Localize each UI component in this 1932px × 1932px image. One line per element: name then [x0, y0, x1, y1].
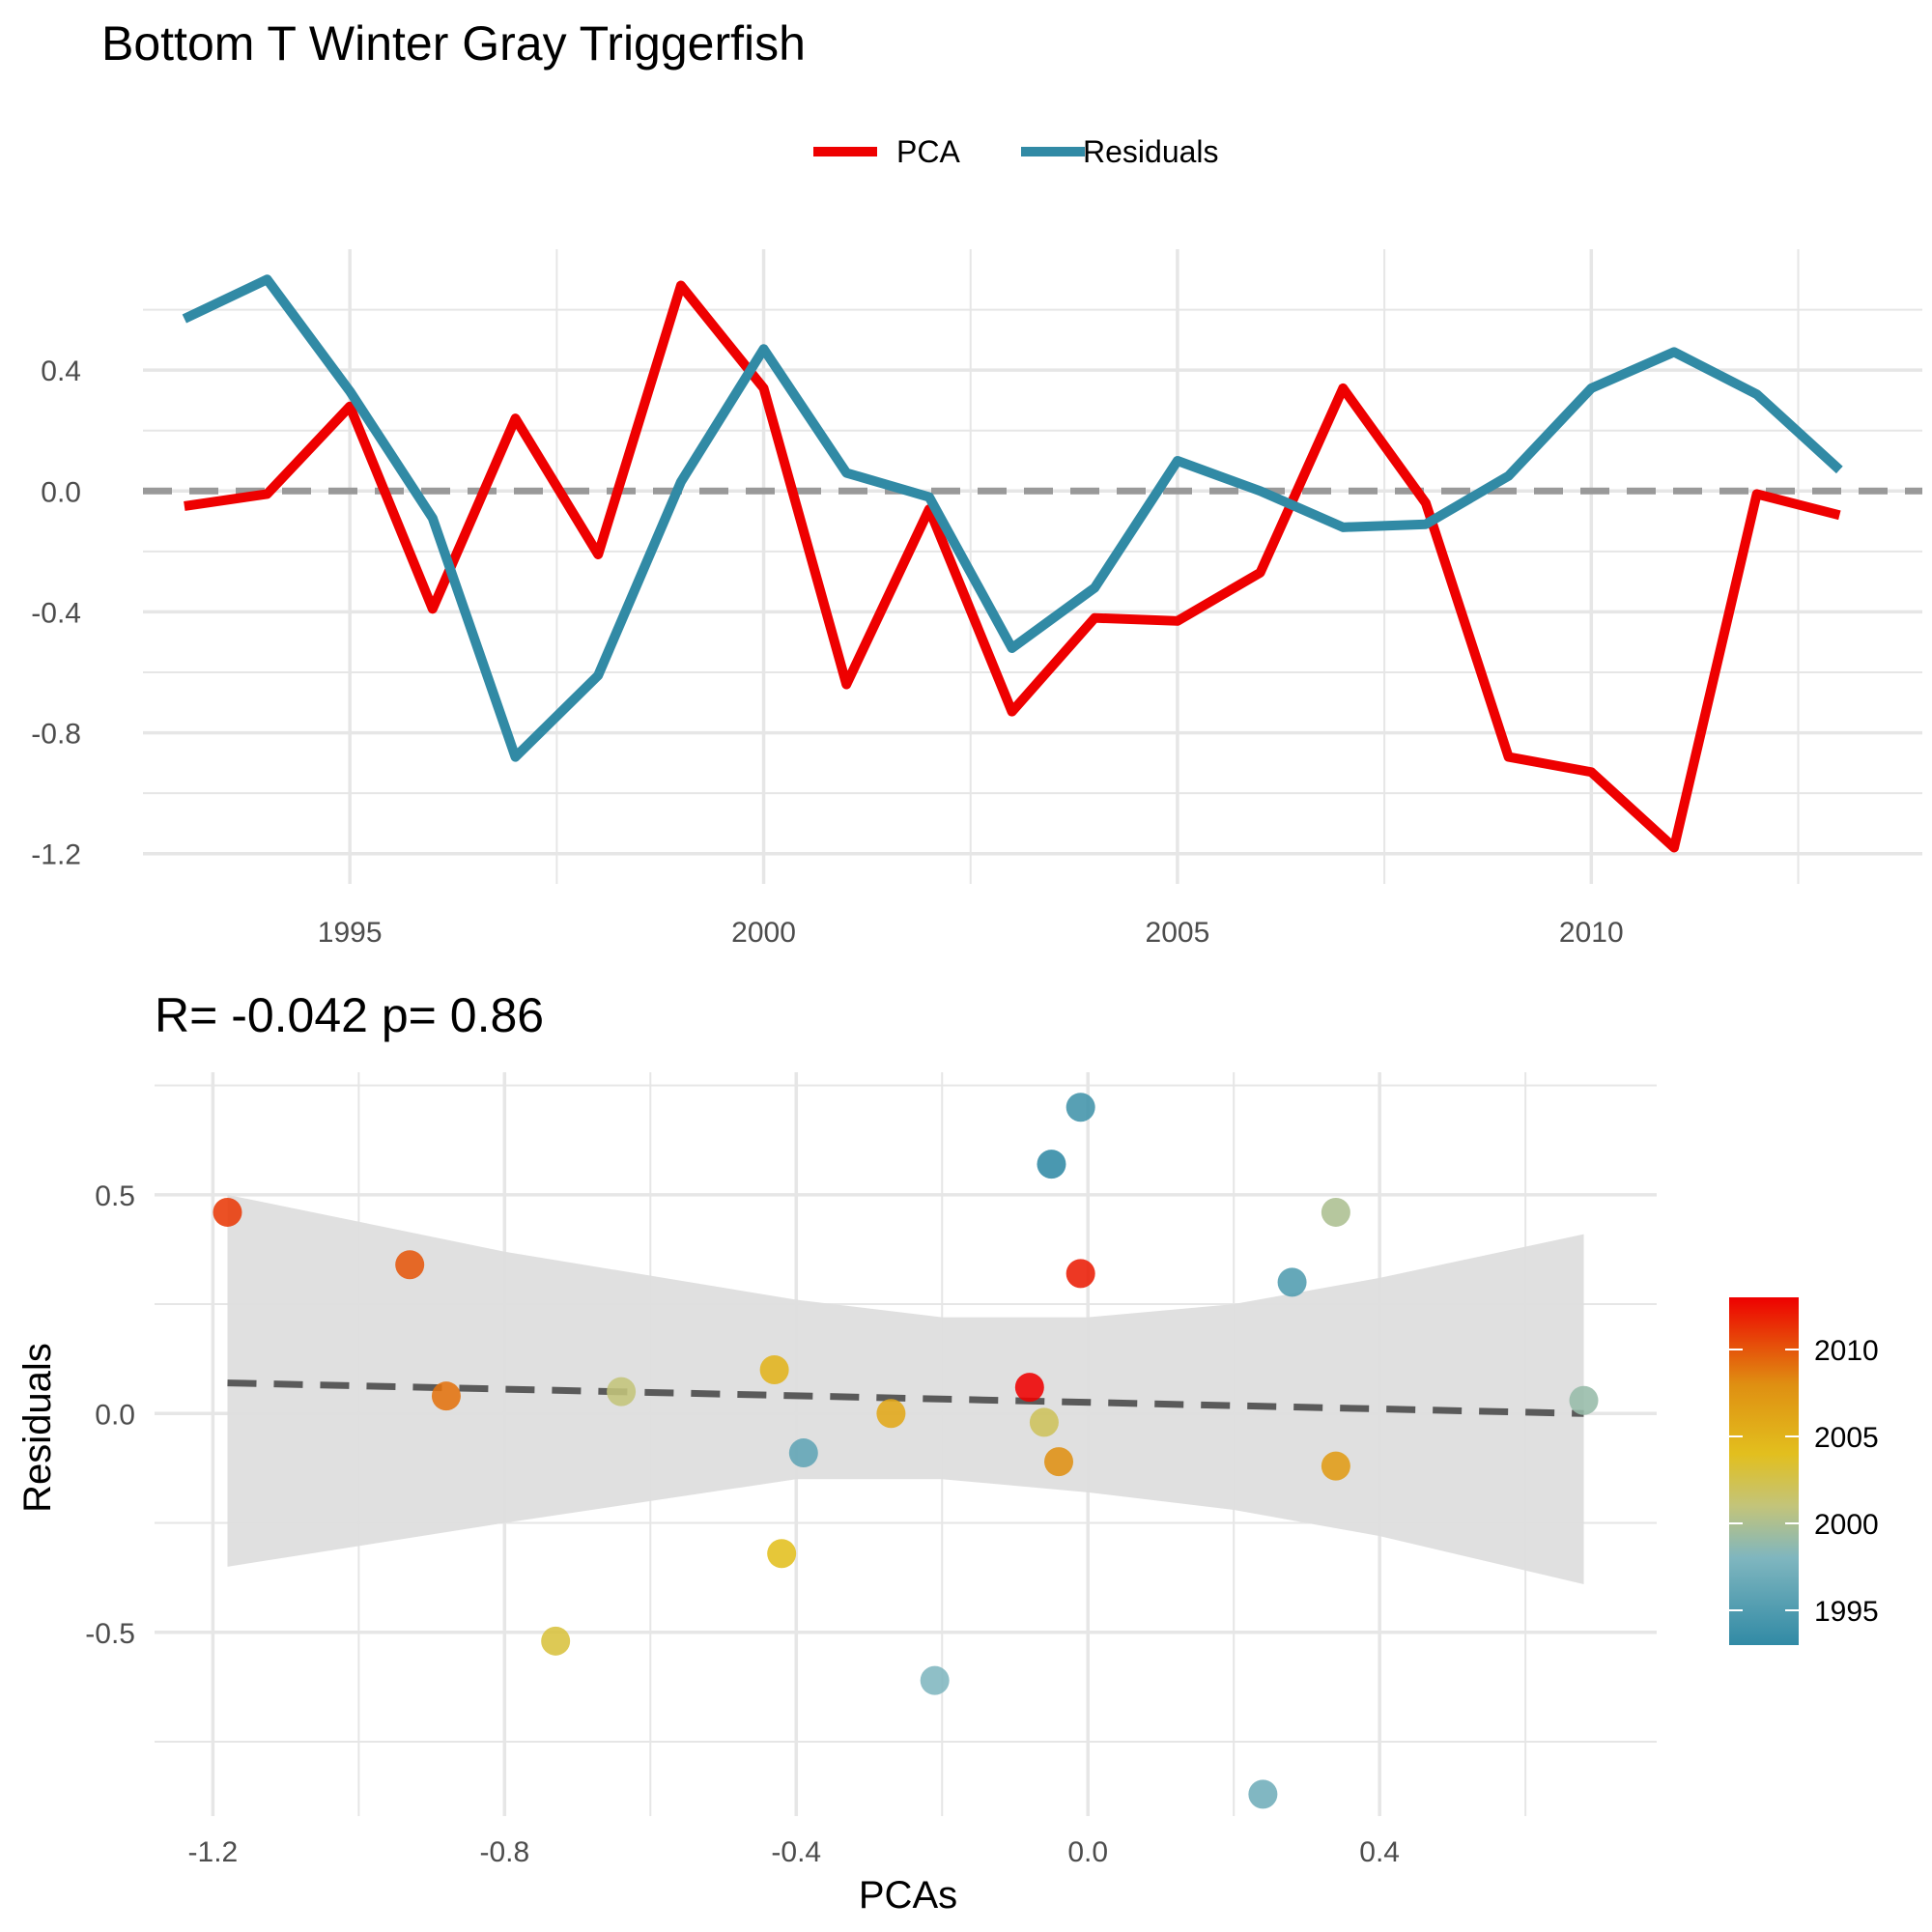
scatter-point: [395, 1250, 425, 1280]
x-tick-label: 0.4: [1359, 1836, 1400, 1868]
y-tick-label: -0.8: [31, 719, 81, 751]
x-tick-label: 0.0: [1067, 1836, 1108, 1868]
scatter-point: [1248, 1779, 1278, 1809]
x-tick-label: -0.4: [771, 1836, 821, 1868]
scatter-point: [767, 1539, 797, 1569]
colorbar-gradient: [1729, 1297, 1799, 1645]
series-line-residuals: [182, 274, 1843, 762]
scatter-point: [788, 1438, 818, 1468]
scatter-point: [1321, 1197, 1350, 1227]
y-tick-label: -0.5: [85, 1618, 135, 1650]
scatter-point: [431, 1381, 461, 1411]
scatter-point: [541, 1626, 571, 1656]
y-tick-label: -0.4: [31, 597, 81, 629]
x-tick-label: 2005: [1146, 917, 1210, 949]
regression-fit-line: [227, 1379, 1584, 1417]
legend: PCA Residuals: [813, 134, 1219, 169]
y-tick-label: -1.2: [31, 839, 81, 871]
scatter-point: [1044, 1447, 1074, 1477]
scatter-point: [876, 1399, 906, 1429]
colorbar-legend: 1995 2000 2005 2010: [1729, 1297, 1879, 1645]
colorbar-tick-label: 1995: [1814, 1596, 1879, 1628]
x-axis-title: PCAs: [859, 1874, 957, 1917]
scatter-point: [607, 1377, 637, 1406]
colorbar-tick-label: 2005: [1814, 1422, 1879, 1454]
scatter-point: [1014, 1373, 1044, 1403]
legend-residuals-label: Residuals: [1083, 134, 1219, 169]
legend-pca-label: PCA: [896, 134, 960, 169]
scatter-point: [213, 1197, 242, 1227]
y-tick-label: 0.4: [41, 355, 81, 387]
scatter-point: [1037, 1150, 1066, 1179]
y-axis-title: Residuals: [16, 1343, 59, 1513]
colorbar-tick-label: 2010: [1814, 1335, 1879, 1367]
scatter-point: [1065, 1093, 1095, 1122]
scatter-point: [920, 1665, 950, 1695]
y-tick-label: 0.0: [41, 476, 81, 508]
colorbar-tick-label: 2000: [1814, 1509, 1879, 1541]
x-tick-label: 2010: [1559, 917, 1624, 949]
chart-title: Bottom T Winter Gray Triggerfish: [101, 16, 806, 71]
scatter-point: [1065, 1259, 1095, 1289]
series-line-pca: [184, 280, 1841, 853]
scatter-point: [1277, 1267, 1307, 1297]
timeseries-panel: 1995 2000 2005 2010 0.4 0.0 -0.4 -0.8 -1.2: [31, 249, 1922, 949]
x-tick-label: 2000: [731, 917, 796, 949]
scatter-panel: -1.2 -0.8 -0.4 0.0 0.4 0.5 0.0 -0.5: [85, 1072, 1657, 1868]
scatter-point: [759, 1355, 789, 1384]
scatter-point: [1569, 1385, 1599, 1415]
scatter-point: [1321, 1451, 1350, 1481]
scatter-point: [1029, 1407, 1059, 1437]
x-tick-label: -0.8: [479, 1836, 529, 1868]
scatter-subtitle: R= -0.042 p= 0.86: [155, 988, 544, 1042]
y-tick-label: 0.5: [95, 1180, 135, 1212]
y-tick-label: 0.0: [95, 1399, 135, 1431]
x-tick-label: 1995: [318, 917, 383, 949]
x-tick-label: -1.2: [188, 1836, 239, 1868]
confidence-ribbon: [227, 1194, 1584, 1584]
